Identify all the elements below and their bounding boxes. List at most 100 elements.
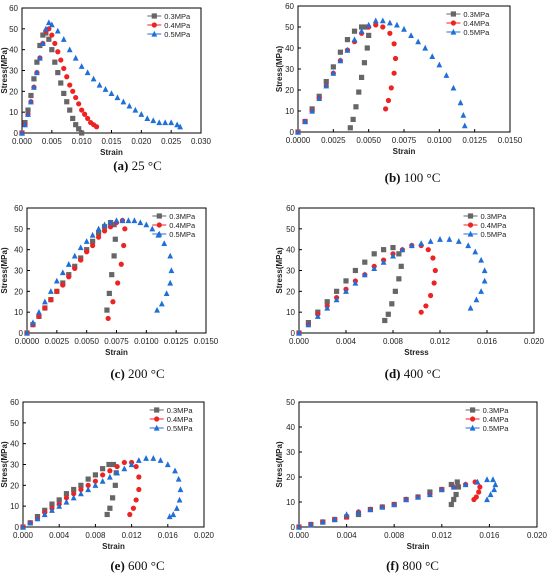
data-point	[167, 252, 174, 259]
data-point	[490, 476, 496, 483]
data-point	[70, 88, 76, 94]
data-point	[104, 511, 110, 518]
series-0.5MPa	[20, 455, 184, 530]
data-point	[34, 69, 40, 76]
data-point	[455, 238, 462, 244]
data-point	[392, 288, 398, 294]
data-point	[471, 496, 477, 503]
data-point	[408, 32, 414, 38]
y-tick-label: 30	[10, 461, 19, 470]
data-point	[76, 101, 82, 107]
data-point	[343, 278, 349, 284]
data-point	[415, 493, 421, 500]
data-point	[361, 60, 368, 66]
y-tick-label: 40	[14, 246, 23, 255]
data-point	[85, 482, 91, 488]
data-point	[383, 106, 389, 112]
data-point	[347, 125, 353, 131]
y-tick-label: 40	[10, 440, 19, 449]
y-axis-label: Stress(MPa)	[275, 247, 284, 294]
data-point	[31, 83, 37, 90]
data-point	[34, 59, 40, 65]
data-point	[319, 518, 326, 525]
x-tick-label: 0.008	[85, 531, 106, 540]
data-point	[372, 17, 379, 24]
y-axis-label: Stress(MPa)	[0, 247, 9, 294]
data-point	[450, 483, 457, 490]
x-tick-label: 0.020	[524, 337, 545, 346]
data-point	[56, 502, 63, 509]
caption-temperature: 400 °C	[403, 366, 441, 381]
x-tick-label: 0.0000	[286, 136, 311, 145]
data-point	[34, 515, 41, 522]
data-point	[161, 240, 168, 247]
data-point	[56, 497, 62, 503]
data-point	[99, 477, 106, 484]
x-axis-label: Strain	[102, 542, 125, 551]
data-point	[79, 130, 85, 136]
data-point	[48, 21, 55, 28]
data-point	[66, 46, 73, 53]
y-tick-label: 50	[10, 419, 19, 428]
data-point	[477, 484, 483, 490]
legend-label: 0.3MPa	[167, 406, 194, 415]
data-point	[491, 486, 498, 493]
data-point	[149, 225, 156, 232]
y-tick-label: 20	[286, 287, 295, 296]
y-tick-label: 30	[9, 67, 18, 76]
data-point	[92, 482, 99, 488]
data-point	[296, 523, 302, 530]
legend-marker	[450, 28, 457, 35]
data-point	[380, 258, 387, 265]
data-point	[92, 472, 98, 478]
data-point	[473, 296, 480, 303]
data-point	[54, 27, 61, 34]
legend-marker	[151, 13, 157, 19]
data-point	[330, 70, 337, 76]
y-tick-label: 60	[285, 2, 294, 11]
data-point	[316, 95, 323, 101]
data-point	[438, 486, 445, 493]
data-point	[390, 252, 396, 259]
data-point	[478, 256, 485, 263]
data-point	[101, 228, 108, 234]
data-point	[24, 329, 30, 336]
caption-e: (e) 600 °C	[0, 558, 275, 574]
data-point	[61, 90, 67, 97]
data-point	[174, 121, 181, 128]
data-point	[37, 54, 43, 61]
data-point	[111, 253, 117, 259]
data-point	[396, 276, 402, 282]
data-point	[114, 463, 120, 470]
data-point	[90, 238, 96, 244]
data-point	[61, 65, 67, 72]
data-point	[431, 280, 437, 286]
data-point	[158, 300, 165, 307]
data-point	[381, 247, 387, 253]
data-point	[455, 484, 462, 490]
data-point	[85, 486, 92, 493]
data-point	[392, 55, 399, 62]
data-point	[55, 69, 61, 76]
data-point	[295, 128, 301, 135]
data-point	[85, 476, 91, 482]
data-point	[64, 99, 70, 105]
y-tick-label: 10	[286, 308, 295, 317]
data-point	[359, 74, 365, 80]
data-point	[143, 221, 150, 228]
series-0.5MPa	[295, 17, 468, 135]
data-point	[385, 311, 391, 317]
data-point	[350, 116, 356, 122]
data-point	[102, 86, 109, 92]
y-tick-label: 20	[14, 287, 23, 296]
data-point	[170, 511, 177, 518]
data-point	[76, 126, 82, 132]
data-point	[28, 98, 34, 105]
data-point	[365, 21, 372, 28]
chart-e: 0.000 0.004 0.008 0.012 0.016 0.020 0 10 20 30 40 5…	[0, 398, 215, 551]
data-point	[363, 24, 369, 30]
data-point	[356, 89, 362, 95]
x-tick-label: 0.005	[42, 137, 63, 146]
data-point	[63, 498, 70, 505]
data-point	[351, 28, 358, 34]
